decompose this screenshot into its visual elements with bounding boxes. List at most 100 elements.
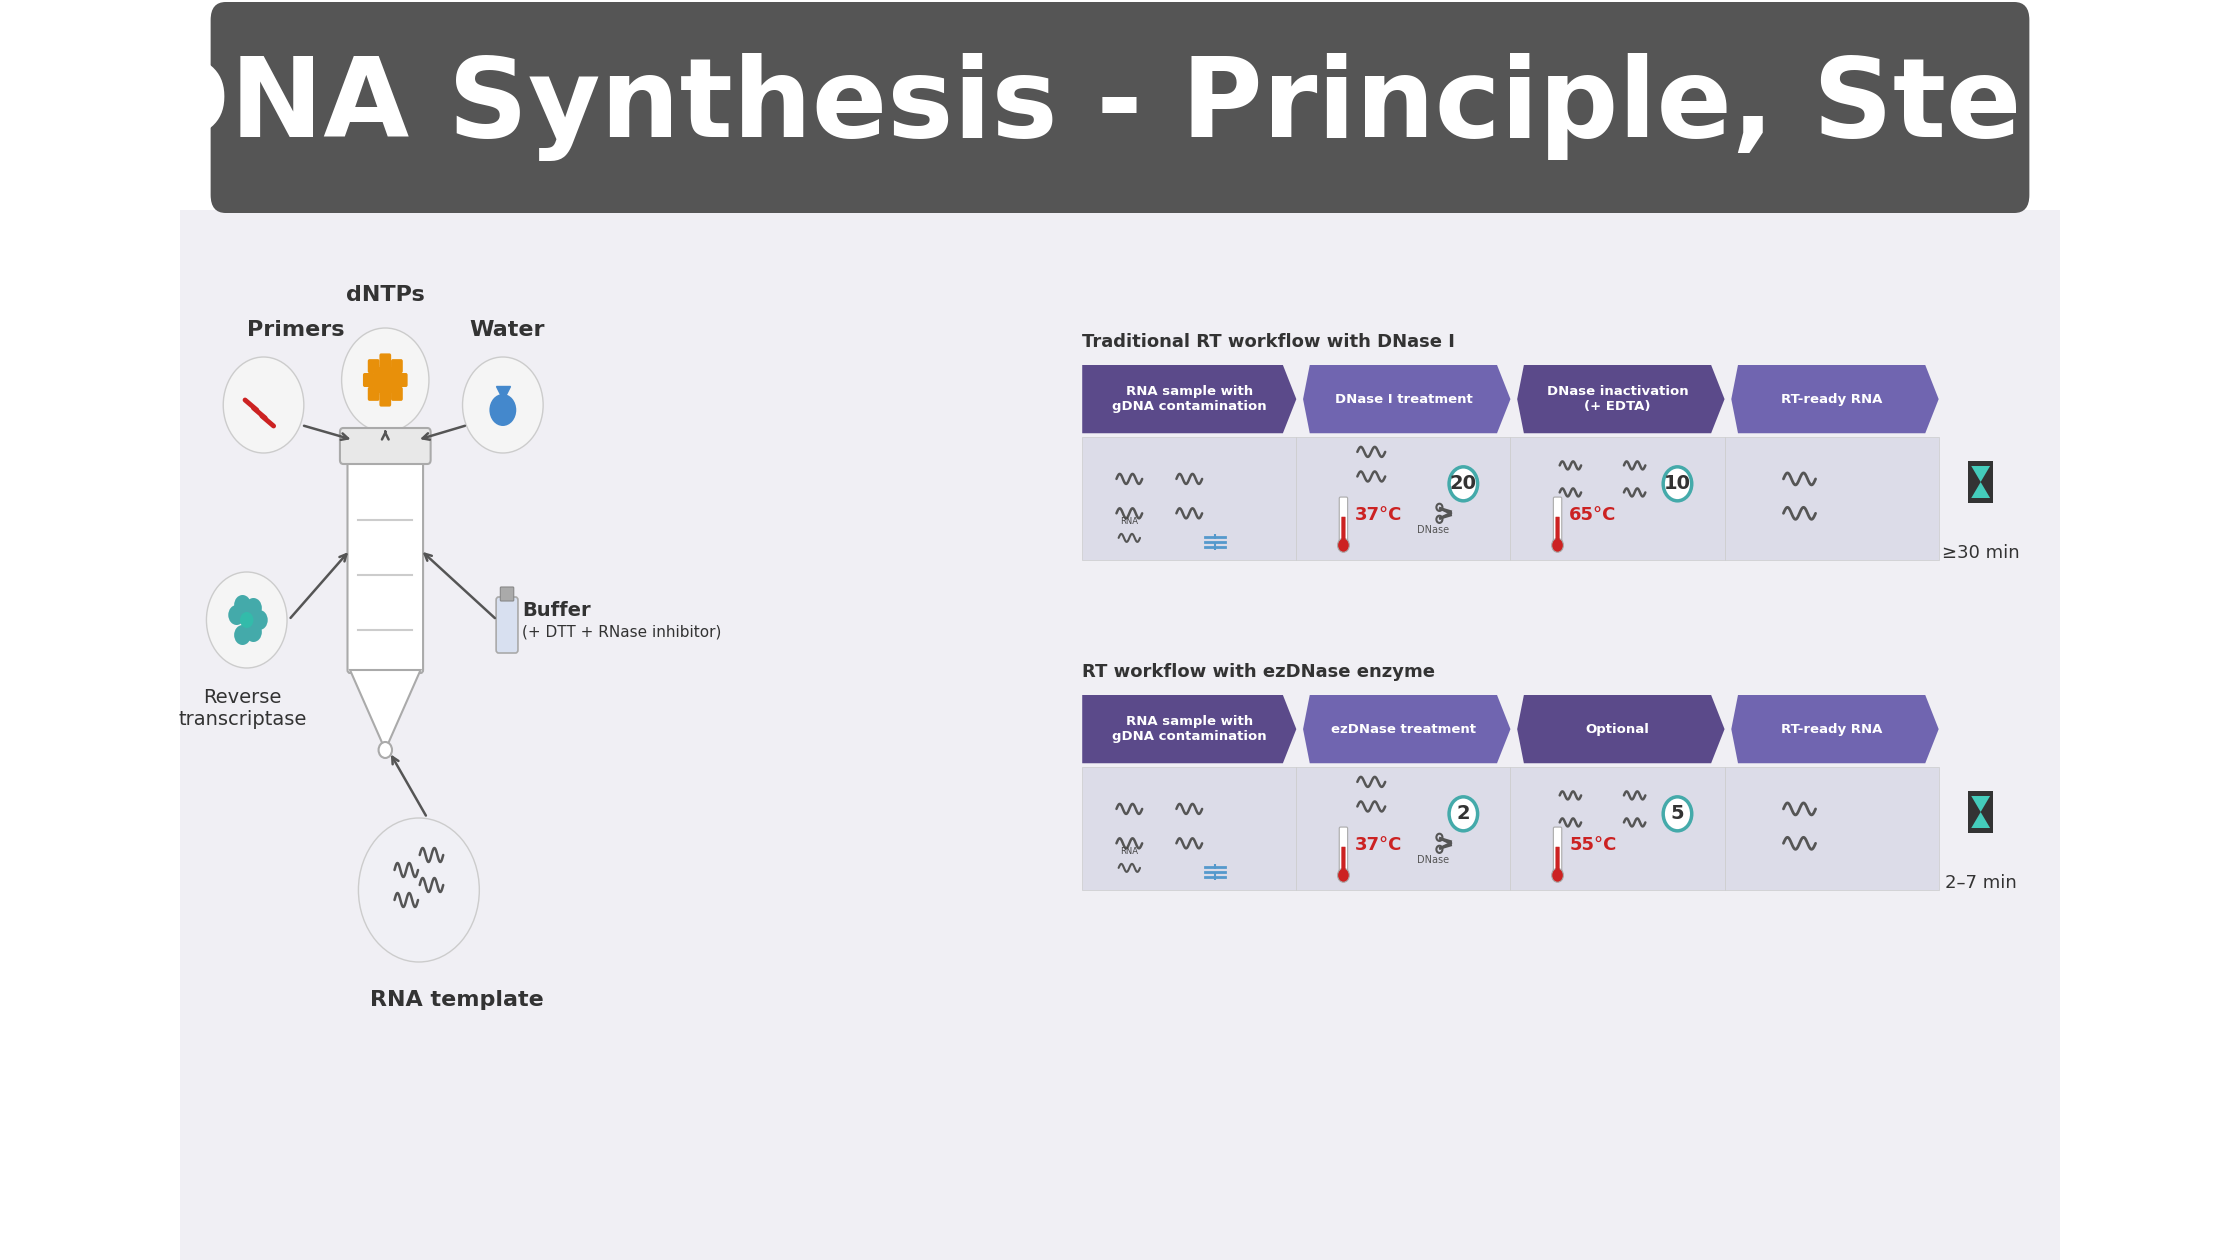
Polygon shape [1971,483,1989,498]
Text: Buffer: Buffer [522,601,591,620]
Circle shape [1662,796,1691,830]
FancyBboxPatch shape [379,364,392,378]
FancyBboxPatch shape [385,367,396,381]
FancyBboxPatch shape [392,387,403,401]
FancyBboxPatch shape [1510,437,1725,559]
Circle shape [244,598,262,617]
FancyBboxPatch shape [1555,517,1559,546]
Text: 20: 20 [1449,474,1476,494]
Circle shape [244,622,262,643]
Text: DNase inactivation
(+ EDTA): DNase inactivation (+ EDTA) [1546,386,1689,413]
Polygon shape [1304,365,1510,433]
FancyBboxPatch shape [179,0,2061,210]
FancyBboxPatch shape [500,587,513,601]
FancyBboxPatch shape [379,353,392,368]
Circle shape [251,610,269,630]
FancyBboxPatch shape [1969,461,1994,503]
Polygon shape [349,670,421,750]
FancyBboxPatch shape [1342,847,1346,876]
Circle shape [358,818,479,961]
FancyBboxPatch shape [1510,767,1725,890]
FancyBboxPatch shape [211,3,2029,213]
Circle shape [240,612,253,627]
Text: DNase I treatment: DNase I treatment [1335,393,1472,406]
Text: 2–7 min: 2–7 min [1944,874,2016,892]
Text: RNA: RNA [1120,517,1138,525]
Text: ezDNase treatment: ezDNase treatment [1331,723,1476,736]
FancyBboxPatch shape [495,597,517,653]
Circle shape [235,625,251,645]
FancyBboxPatch shape [1082,767,1297,890]
Text: cDNA Synthesis - Principle, Steps: cDNA Synthesis - Principle, Steps [72,53,2168,161]
Polygon shape [1304,696,1510,764]
Circle shape [1552,868,1564,882]
FancyBboxPatch shape [385,379,396,393]
FancyBboxPatch shape [1552,827,1561,877]
FancyBboxPatch shape [372,373,383,387]
FancyBboxPatch shape [340,428,430,464]
Text: 55°C: 55°C [1570,835,1617,853]
Text: DNase: DNase [1418,856,1449,866]
Text: 2: 2 [1456,804,1469,823]
Text: Water: Water [470,320,544,340]
Text: Primers: Primers [246,320,345,340]
Text: 37°C: 37°C [1355,505,1402,524]
Polygon shape [1732,365,1938,433]
Text: RT workflow with ezDNase enzyme: RT workflow with ezDNase enzyme [1082,663,1436,680]
Text: RT-ready RNA: RT-ready RNA [1781,723,1882,736]
Text: 5: 5 [1671,804,1684,823]
Polygon shape [1082,696,1297,764]
Text: 37°C: 37°C [1355,835,1402,853]
FancyBboxPatch shape [392,359,403,373]
FancyBboxPatch shape [1552,498,1561,547]
Circle shape [379,742,392,759]
FancyBboxPatch shape [1340,827,1348,877]
Circle shape [1449,796,1478,830]
FancyBboxPatch shape [1340,498,1348,547]
Text: DNase: DNase [1418,525,1449,536]
FancyBboxPatch shape [388,373,399,387]
Text: Optional: Optional [1586,723,1649,736]
Circle shape [1337,868,1348,882]
FancyBboxPatch shape [1725,437,1938,559]
FancyBboxPatch shape [367,359,379,373]
FancyBboxPatch shape [1297,437,1510,559]
Text: dNTPs: dNTPs [345,285,426,305]
Polygon shape [1082,365,1297,433]
Text: 10: 10 [1664,474,1691,494]
Text: Traditional RT workflow with DNase I: Traditional RT workflow with DNase I [1082,333,1456,352]
Text: RNA: RNA [1120,847,1138,856]
FancyBboxPatch shape [1725,767,1938,890]
Polygon shape [1516,365,1725,433]
FancyBboxPatch shape [1082,437,1297,559]
Text: RNA sample with
gDNA contamination: RNA sample with gDNA contamination [1111,386,1266,413]
Circle shape [1449,467,1478,500]
Polygon shape [1732,696,1938,764]
FancyBboxPatch shape [179,210,2061,1260]
Polygon shape [1971,811,1989,828]
Circle shape [461,357,542,454]
FancyBboxPatch shape [1071,236,2018,1024]
Circle shape [488,394,515,426]
FancyBboxPatch shape [379,393,392,407]
FancyBboxPatch shape [374,367,385,381]
Polygon shape [1516,696,1725,764]
Circle shape [1662,467,1691,500]
Circle shape [1552,538,1564,552]
Circle shape [343,328,428,432]
Text: ≥30 min: ≥30 min [1942,544,2020,562]
FancyBboxPatch shape [1555,847,1559,876]
Text: RNA sample with
gDNA contamination: RNA sample with gDNA contamination [1111,716,1266,743]
FancyBboxPatch shape [1297,767,1510,890]
Polygon shape [1971,796,1989,811]
FancyBboxPatch shape [347,447,423,673]
Text: RNA template: RNA template [370,990,544,1011]
Text: RT-ready RNA: RT-ready RNA [1781,393,1882,406]
FancyBboxPatch shape [1342,517,1346,546]
Circle shape [224,357,305,454]
FancyBboxPatch shape [396,373,408,387]
Circle shape [206,572,287,668]
Circle shape [228,605,244,625]
Text: (+ DTT + RNase inhibitor): (+ DTT + RNase inhibitor) [522,625,721,640]
FancyBboxPatch shape [367,387,379,401]
